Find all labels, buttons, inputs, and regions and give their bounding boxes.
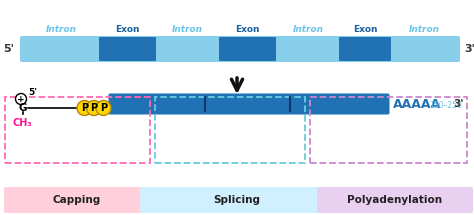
Text: 3': 3' — [464, 44, 474, 54]
Text: Intron: Intron — [172, 25, 202, 34]
Text: G: G — [19, 103, 27, 113]
Text: Intron: Intron — [292, 25, 323, 34]
FancyBboxPatch shape — [339, 37, 391, 61]
Circle shape — [96, 100, 111, 115]
Text: Intron: Intron — [46, 25, 76, 34]
Text: Splicing: Splicing — [213, 195, 261, 205]
Text: Polyadenylation: Polyadenylation — [347, 195, 443, 205]
Circle shape — [77, 100, 92, 115]
Text: Intron: Intron — [409, 25, 439, 34]
Text: Capping: Capping — [53, 195, 101, 205]
FancyBboxPatch shape — [109, 94, 390, 115]
Circle shape — [16, 94, 27, 104]
Circle shape — [86, 100, 101, 115]
Bar — [310, 97, 467, 163]
Text: 3': 3' — [454, 99, 464, 109]
Text: Exon: Exon — [353, 25, 377, 34]
Text: 5': 5' — [3, 44, 14, 54]
Text: AAAAA: AAAAA — [393, 97, 441, 111]
Text: 150–250: 150–250 — [429, 101, 462, 111]
FancyBboxPatch shape — [99, 37, 156, 61]
Text: P: P — [81, 103, 88, 113]
FancyBboxPatch shape — [317, 187, 473, 213]
Text: Exon: Exon — [115, 25, 139, 34]
Text: Exon: Exon — [235, 25, 259, 34]
Bar — [155, 97, 305, 163]
FancyBboxPatch shape — [4, 187, 150, 213]
Bar — [5, 97, 150, 163]
Text: +: + — [17, 95, 25, 103]
FancyBboxPatch shape — [219, 37, 276, 61]
Text: P: P — [100, 103, 107, 113]
FancyBboxPatch shape — [140, 187, 334, 213]
Text: 5': 5' — [28, 88, 37, 97]
Text: P: P — [91, 103, 98, 113]
Text: CH₃: CH₃ — [12, 118, 32, 128]
FancyBboxPatch shape — [20, 36, 460, 62]
